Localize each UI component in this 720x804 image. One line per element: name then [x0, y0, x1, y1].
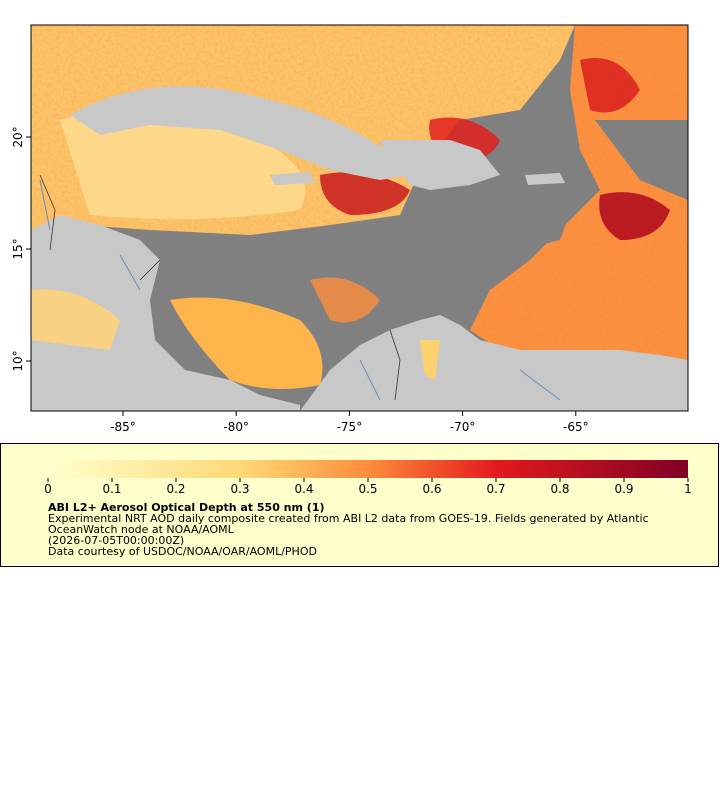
x-tick-label: -80°: [223, 420, 249, 434]
x-axis: -85° -80° -75° -70° -65°: [110, 411, 589, 434]
color-bar-label: 0.4: [294, 482, 313, 496]
map-frame: [30, 24, 689, 412]
legend-title: ABI L2+ Aerosol Optical Depth at 550 nm …: [48, 501, 325, 514]
y-axis: 20° 15° 10°: [11, 126, 31, 372]
x-tick-label: -65°: [563, 420, 589, 434]
color-bar-label: 0.5: [358, 482, 377, 496]
legend-line: OceanWatch node at NOAA/AOML: [48, 523, 235, 536]
color-bar-label: 1: [684, 482, 692, 496]
color-bar-label: 0.2: [166, 482, 185, 496]
color-bar-ticks: 0 0.1 0.2 0.3 0.4 0.5 0.6 0.7 0.8 0.9 1: [44, 478, 692, 496]
color-bar-label: 0: [44, 482, 52, 496]
y-tick-label: 20°: [11, 126, 25, 147]
legend-line: Experimental NRT AOD daily composite cre…: [48, 512, 649, 525]
y-tick-label: 10°: [11, 350, 25, 371]
legend-line: (2026-07-05T00:00:00Z): [48, 534, 184, 547]
x-tick-label: -85°: [110, 420, 136, 434]
map-area: [31, 25, 688, 411]
legend-line: Data courtesy of USDOC/NOAA/OAR/AOML/PHO…: [48, 545, 317, 558]
color-bar: [48, 460, 688, 478]
color-bar-label: 0.9: [614, 482, 633, 496]
color-bar-label: 0.7: [486, 482, 505, 496]
x-tick-label: -75°: [337, 420, 363, 434]
color-bar-label: 0.3: [230, 482, 249, 496]
x-tick-label: -70°: [450, 420, 476, 434]
color-bar-label: 0.8: [550, 482, 569, 496]
y-tick-label: 15°: [11, 238, 25, 259]
color-bar-label: 0.6: [422, 482, 441, 496]
color-bar-label: 0.1: [102, 482, 121, 496]
